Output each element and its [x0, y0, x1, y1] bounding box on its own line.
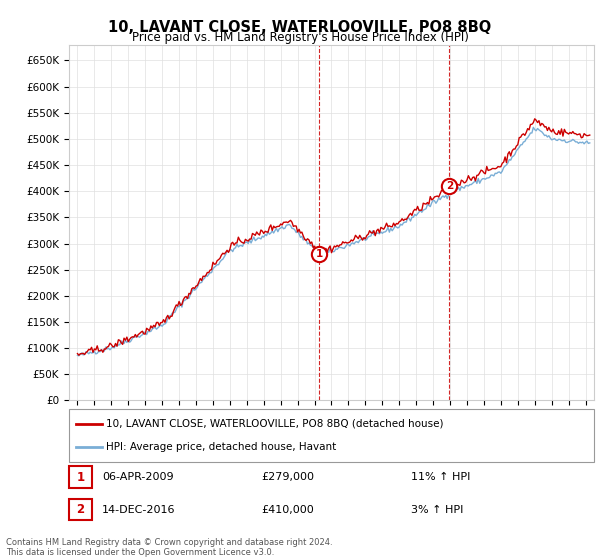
Text: 2: 2 — [76, 503, 85, 516]
Text: 1: 1 — [76, 470, 85, 484]
Text: 2: 2 — [446, 181, 453, 191]
Text: 11% ↑ HPI: 11% ↑ HPI — [411, 472, 470, 482]
Text: 10, LAVANT CLOSE, WATERLOOVILLE, PO8 8BQ (detached house): 10, LAVANT CLOSE, WATERLOOVILLE, PO8 8BQ… — [106, 419, 444, 429]
Text: £410,000: £410,000 — [261, 505, 314, 515]
Text: HPI: Average price, detached house, Havant: HPI: Average price, detached house, Hava… — [106, 442, 337, 452]
Text: 10, LAVANT CLOSE, WATERLOOVILLE, PO8 8BQ: 10, LAVANT CLOSE, WATERLOOVILLE, PO8 8BQ — [109, 20, 491, 35]
Text: 06-APR-2009: 06-APR-2009 — [102, 472, 173, 482]
Text: 14-DEC-2016: 14-DEC-2016 — [102, 505, 176, 515]
Text: £279,000: £279,000 — [261, 472, 314, 482]
Text: 3% ↑ HPI: 3% ↑ HPI — [411, 505, 463, 515]
Text: 1: 1 — [316, 250, 323, 259]
Text: Price paid vs. HM Land Registry's House Price Index (HPI): Price paid vs. HM Land Registry's House … — [131, 31, 469, 44]
Text: Contains HM Land Registry data © Crown copyright and database right 2024.
This d: Contains HM Land Registry data © Crown c… — [6, 538, 332, 557]
